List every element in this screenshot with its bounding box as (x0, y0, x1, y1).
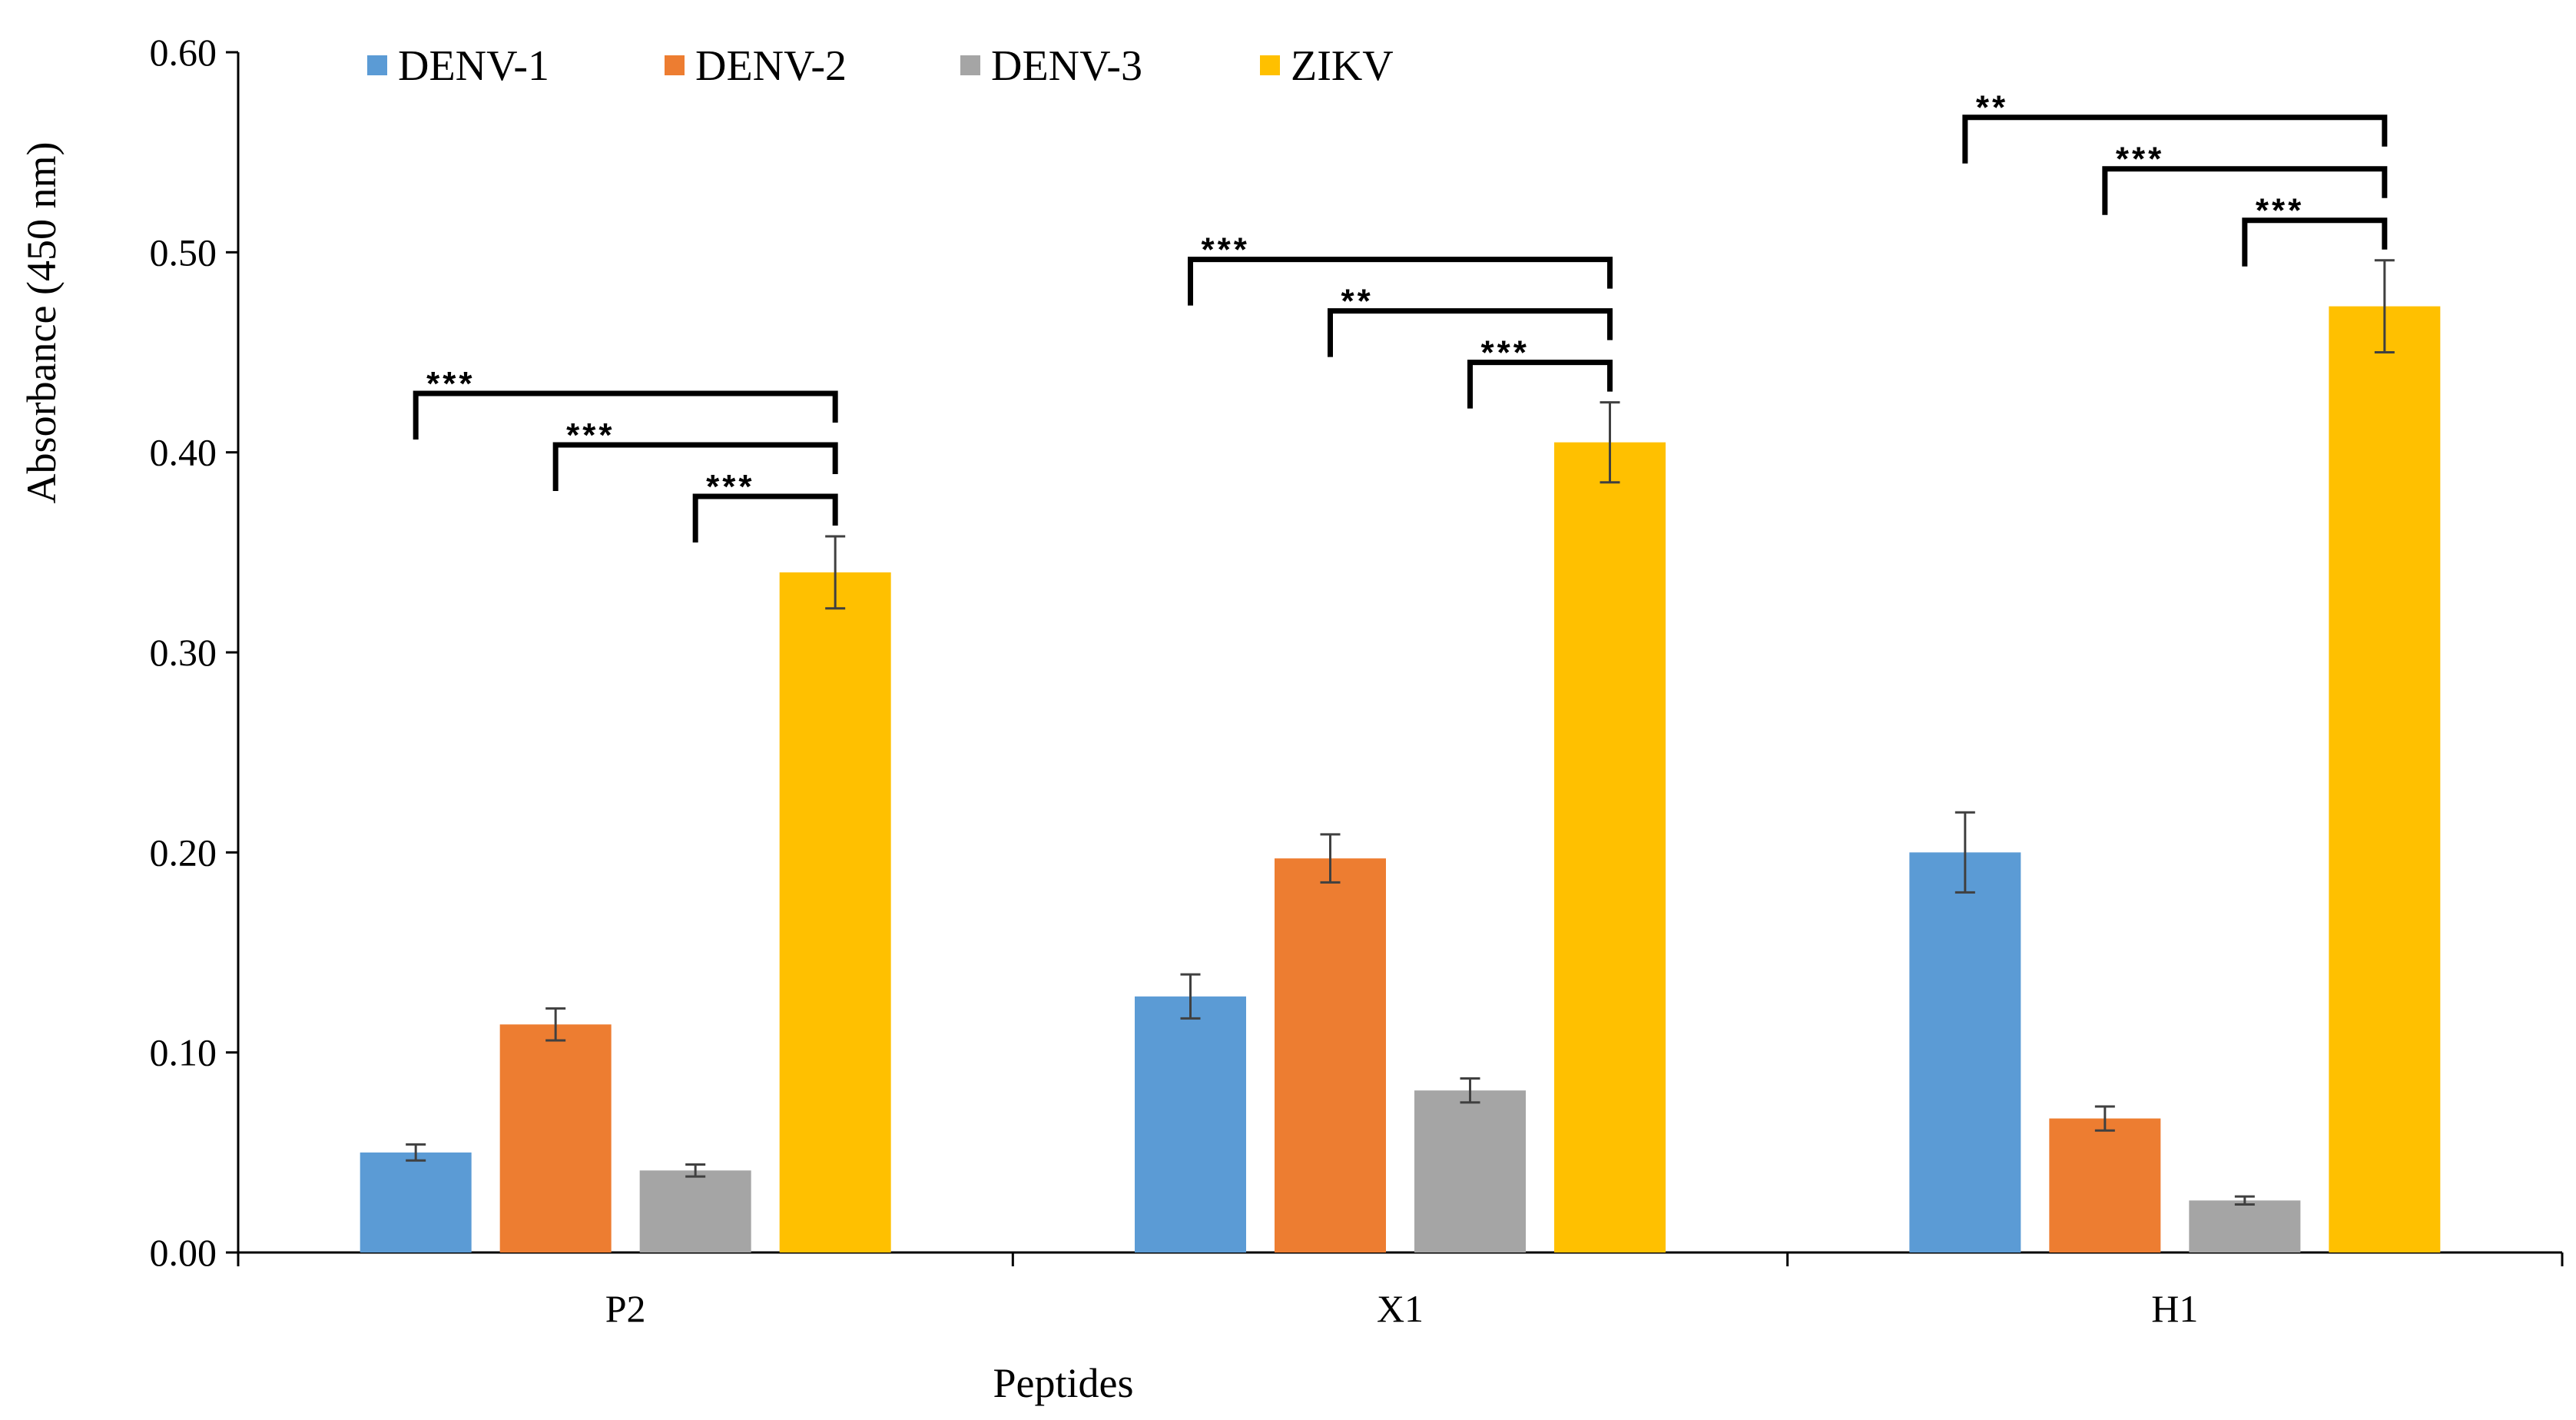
significance-bracket (1328, 308, 1613, 357)
significance-bracket (552, 442, 838, 492)
significance-label: *** (1202, 231, 1250, 269)
significance-bracket (1467, 360, 1613, 409)
y-tick-label: 0.30 (150, 631, 217, 674)
y-axis-title: Absorbance (450 nm) (18, 142, 65, 504)
bars (360, 306, 2441, 1253)
significance-label: *** (426, 365, 475, 403)
significance-bracket (1188, 257, 1613, 306)
bar (2049, 1118, 2161, 1252)
significance-label: *** (1481, 334, 1530, 372)
significance-label: ** (1976, 89, 2008, 127)
bar (2329, 306, 2441, 1253)
legend-label: DENV-3 (991, 42, 1142, 90)
bar (499, 1024, 612, 1252)
legend-swatch (960, 55, 980, 75)
y-tick-label: 0.00 (150, 1231, 217, 1274)
legend-label: ZIKV (1291, 42, 1394, 90)
legend-label: DENV-1 (398, 42, 549, 90)
x-tick-label: H1 (2151, 1287, 2198, 1330)
significance-bracket (692, 493, 838, 543)
bar (1909, 852, 2021, 1252)
legend-swatch (665, 55, 685, 75)
significance-bracket (413, 390, 838, 440)
legend-swatch (367, 55, 387, 75)
y-tick-label: 0.40 (150, 431, 217, 474)
significance-bracket (1962, 114, 2388, 164)
significance-bracket (2102, 166, 2388, 215)
bar (1135, 996, 1246, 1252)
bar (2189, 1200, 2301, 1252)
x-axis: P2 X1 H1 (237, 1251, 2564, 1330)
y-tick-label: 0.20 (150, 831, 217, 874)
x-tick-label: X1 (1377, 1287, 1424, 1330)
y-tick-label: 0.10 (150, 1031, 217, 1074)
y-tick-label: 0.60 (150, 31, 217, 74)
significance-label: ** (1341, 283, 1374, 320)
legend: DENV-1 DENV-2 DENV-3 ZIKV (367, 42, 1394, 90)
significance-bracket (2242, 217, 2388, 267)
significance-label: *** (566, 416, 615, 454)
significance-label: *** (706, 468, 754, 506)
y-axis: 0.00 0.10 0.20 0.30 0.40 0.50 0.60 (150, 31, 240, 1274)
x-tick-label: P2 (605, 1287, 646, 1330)
significance-brackets: ************************* (413, 89, 2388, 543)
legend-label: DENV-2 (695, 42, 847, 90)
error-bars (406, 259, 2395, 1206)
legend-swatch (1260, 55, 1280, 75)
bar (779, 572, 891, 1252)
bar (639, 1170, 751, 1252)
y-tick-label: 0.50 (150, 231, 217, 274)
significance-label: *** (2256, 192, 2304, 230)
x-axis-title: Peptides (993, 1360, 1134, 1406)
bar (1414, 1090, 1526, 1252)
bar (360, 1152, 472, 1252)
significance-label: *** (2116, 141, 2164, 178)
bar (1554, 442, 1666, 1252)
bar (1275, 858, 1386, 1252)
